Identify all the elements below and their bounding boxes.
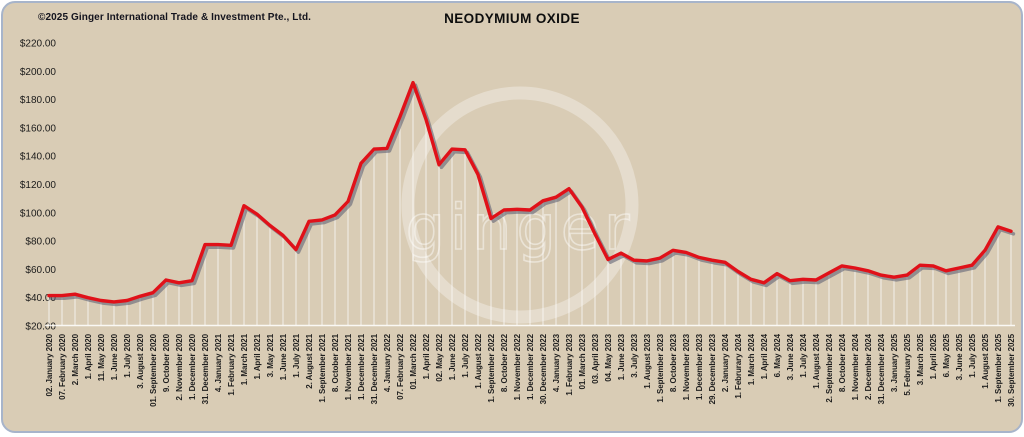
y-axis-label: $200.00 [20, 67, 57, 78]
x-axis-label: 30. December 2022 [539, 333, 548, 404]
x-axis-label: 1. July 2024 [799, 333, 808, 377]
x-axis-label: 1. July 2020 [123, 333, 132, 377]
x-axis-label: 1. November 2022 [513, 333, 522, 400]
y-axis-label: $180.00 [20, 95, 57, 106]
x-axis-label: 29. December 2023 [708, 333, 717, 404]
x-axis-label: 02. January 2020 [45, 333, 54, 396]
x-axis-label: 8. October 2021 [331, 333, 340, 392]
y-axis-label: $80.00 [25, 237, 56, 248]
x-axis-label: 1. April 2020 [84, 333, 93, 379]
x-axis-label: 4. January 2023 [552, 333, 561, 392]
x-axis-label: 3. March 2025 [916, 333, 925, 385]
watermark-text: ginger [406, 191, 635, 264]
x-axis-label: 02. May 2022 [435, 333, 444, 381]
x-axis-label: 1. September 2023 [656, 333, 665, 402]
x-axis-label: 1. December 2020 [188, 333, 197, 400]
x-axis-label: 04. May 2023 [604, 333, 613, 381]
x-axis-label: 1. September 2025 [994, 333, 1003, 402]
x-axis-label: 01. March 2023 [578, 333, 587, 389]
x-axis-label: 8. October 2022 [500, 333, 509, 392]
x-axis-label: 3. May 2021 [266, 333, 275, 377]
x-axis-label: 31. December 2024 [877, 333, 886, 404]
x-axis-label: 3. August 2020 [136, 333, 145, 388]
x-axis-label: 1. Februrary 2024 [734, 333, 743, 398]
x-axis-label: 1. August 2023 [643, 333, 652, 388]
x-axis-label: 6. May 2025 [942, 333, 951, 377]
x-axis-label: 1. December 2023 [695, 333, 704, 400]
x-axis-label: 1. April 2022 [422, 333, 431, 379]
x-axis-label: 1. June 2020 [110, 333, 119, 380]
x-axis-label: 4. January 2022 [383, 333, 392, 392]
x-axis-label: 1. April 2024 [760, 333, 769, 379]
x-axis-label: 07. February 2022 [396, 333, 405, 400]
price-chart: ginger $220.00 $200.00 $180.00 $160.00 $140.0… [3, 3, 1024, 437]
x-axis-label: 1. February 2023 [565, 333, 574, 395]
x-axis-label: 2. March 2020 [71, 333, 80, 385]
x-axis-label: 1. December 2022 [526, 333, 535, 400]
x-axis-label: 07. February 2020 [58, 333, 67, 400]
x-axis-label: 1. July 2022 [461, 333, 470, 377]
y-axis-label: $160.00 [20, 123, 57, 134]
y-axis-label: $140.00 [20, 152, 57, 163]
x-axis-label: 1. March 2024 [747, 333, 756, 385]
x-axis-label: 1. February 2021 [227, 333, 236, 395]
x-axis-label: 1. March 2021 [240, 333, 249, 385]
x-axis-label: 4. January 2021 [214, 333, 223, 392]
x-axis-label: 1. August 2025 [981, 333, 990, 388]
x-axis-label: 1. June 2022 [448, 333, 457, 380]
x-axis-label: 8. October 2023 [669, 333, 678, 392]
x-axis-label: 3. June 2024 [786, 333, 795, 380]
x-axis-label: 1. December 2021 [357, 333, 366, 400]
x-axis-label: 6. May 2024 [773, 333, 782, 377]
x-axis-label: 31. December 2021 [370, 333, 379, 404]
x-axis-label: 9. October 2020 [162, 333, 171, 392]
x-axis-label: 2. January 2024 [721, 333, 730, 392]
x-axis-label: 2. August 2021 [305, 333, 314, 388]
x-axis-label: 1. April 2021 [253, 333, 262, 379]
x-axis-label: 2. November 2020 [175, 333, 184, 400]
x-axis-label: 1. August 2024 [812, 333, 821, 388]
x-axis-label: 1. September 2021 [318, 333, 327, 402]
x-axis-label: 1. September 2022 [487, 333, 496, 402]
x-axis-label: 31. December 2020 [201, 333, 210, 404]
x-axis-label: 5. February 2025 [903, 333, 912, 395]
x-axis-label: 1. November 2023 [682, 333, 691, 400]
x-axis-label: 3. July 2023 [630, 333, 639, 377]
x-axis-label: 01. September 2020 [149, 333, 158, 407]
x-axis-label: 1. August 2022 [474, 333, 483, 388]
x-axis-label: 11. May 2020 [97, 333, 106, 381]
x-axis-label: 01. March 2022 [409, 333, 418, 389]
x-axis-label: 1. November 2021 [344, 333, 353, 400]
x-axis-label: 2. September 2024 [825, 333, 834, 402]
y-axis-label: $220.00 [20, 39, 57, 50]
y-axis-label: $60.00 [25, 265, 56, 276]
x-axis-label: 2. December 2024 [864, 333, 873, 400]
y-axis-label: $20.00 [25, 322, 56, 333]
y-axis-label: $120.00 [20, 180, 57, 191]
y-axis-label: $100.00 [20, 208, 57, 219]
x-axis-label: 3. January 2025 [890, 333, 899, 392]
x-axis-label: 3. June 2025 [955, 333, 964, 380]
x-axis-label: 30. September 2025 [1007, 333, 1016, 407]
x-axis-label: 1. July 2021 [292, 333, 301, 377]
x-axis-label: 1. July 2025 [968, 333, 977, 377]
x-axis-label: 8. October 2024 [838, 333, 847, 392]
x-axis-label: 1. June 2023 [617, 333, 626, 380]
x-axis-label: 03. April 2023 [591, 333, 600, 384]
x-axis-label: 1. November 2024 [851, 333, 860, 400]
x-axis-label: 1. June 2021 [279, 333, 288, 380]
x-axis-label: 1. April 2025 [929, 333, 938, 379]
